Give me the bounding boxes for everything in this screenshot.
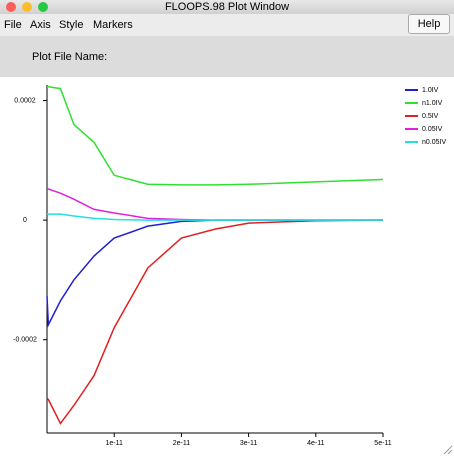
minimize-button[interactable] — [22, 2, 32, 12]
y-tick-label: 0 — [23, 217, 27, 224]
legend-label: 1.0IV — [422, 87, 439, 94]
menu-item[interactable]: Style — [59, 19, 84, 31]
plot-file-label: Plot File Name: — [32, 51, 108, 63]
menu-bar: File Axis Style Markers Help — [0, 14, 454, 36]
series-line — [46, 219, 383, 328]
legend-label: n0.05IV — [422, 139, 446, 146]
x-tick-label: 1e-11 — [106, 440, 123, 447]
file-bar: Plot File Name: — [0, 36, 454, 77]
series-line — [47, 86, 384, 186]
legend-label: 0.5IV — [422, 113, 439, 120]
series-line — [46, 219, 384, 425]
close-button[interactable] — [6, 2, 16, 12]
x-tick-label: 3e-11 — [240, 440, 257, 447]
menu-item[interactable]: Axis — [30, 19, 51, 31]
resize-grip — [443, 445, 453, 455]
x-tick-label: 5e-11 — [374, 440, 391, 447]
title-bar: FLOOPS.98 Plot Window — [0, 0, 454, 14]
y-tick-label: -0.0002 — [13, 337, 37, 344]
window-title: FLOOPS.98 Plot Window — [164, 1, 290, 13]
legend-label: n1.0IV — [422, 100, 443, 107]
x-tick-label: 4e-11 — [307, 440, 324, 447]
menu-item[interactable]: File — [4, 19, 22, 31]
menu-item[interactable]: Markers — [93, 19, 133, 31]
series-line — [47, 188, 383, 221]
legend-label: 0.05IV — [422, 126, 443, 133]
plot: -0.0002 0 0.0002 1e-11 2e-11 3e-11 4e-11 5e-11 1… — [13, 85, 453, 455]
zoom-button[interactable] — [38, 2, 48, 12]
help-button[interactable]: Help — [408, 14, 450, 34]
y-tick-label: 0.0002 — [14, 97, 36, 104]
x-tick-label: 2e-11 — [173, 440, 190, 447]
series-line — [47, 213, 383, 221]
